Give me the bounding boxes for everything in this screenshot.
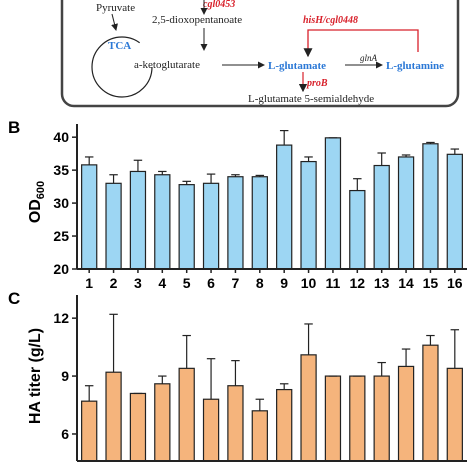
pyruvate-label: Pyruvate	[96, 2, 135, 14]
y-tick-label-b: 20	[53, 261, 69, 277]
dioxopentanoate-label: 2,5-dioxopentanoate	[152, 14, 242, 26]
bar-c	[129, 392, 147, 462]
x-tick-label-b: 13	[374, 275, 390, 291]
y-tick-label-b: 40	[53, 129, 69, 145]
semialdehyde-label: L-glutamate 5-semialdehyde	[248, 93, 374, 105]
bar-b	[422, 143, 439, 270]
gene-glnA-label: glnA	[360, 53, 378, 63]
bar-b	[227, 176, 244, 270]
bar-b	[276, 144, 293, 270]
x-tick-label-b: 12	[350, 275, 366, 291]
bar-c	[349, 375, 366, 462]
pyruvate-arrow	[111, 13, 118, 31]
bar-b	[446, 153, 463, 270]
bar-c	[178, 367, 195, 462]
bar-b	[324, 137, 342, 270]
x-tick-label-b: 16	[447, 275, 463, 291]
bar-c	[81, 400, 98, 462]
y-tick-label-b: 30	[53, 195, 69, 211]
y-tick-label-c: 12	[53, 310, 69, 326]
akg-label: a-ketoglutarate	[134, 59, 200, 71]
bar-b	[105, 182, 122, 270]
y-tick-label-c: 6	[61, 426, 69, 442]
x-tick-label-b: 1	[85, 275, 93, 291]
x-tick-label-b: 6	[207, 275, 215, 291]
bar-c	[300, 354, 317, 462]
x-tick-label-b: 9	[280, 275, 288, 291]
bar-c	[202, 398, 220, 462]
bar-c	[397, 365, 415, 462]
x-tick-label-b: 11	[326, 275, 341, 291]
bar-c	[446, 367, 463, 462]
glutamine-feedback-arrow	[303, 29, 419, 58]
bar-c	[251, 410, 268, 462]
tca-cycle	[91, 36, 153, 98]
bar-b	[300, 160, 317, 270]
ha-titer-chart: C HA titer (g/L) 6 9 12	[8, 289, 467, 462]
l-glutamate-label: L-glutamate	[268, 60, 326, 72]
gene-hisH-label: hisH/cgl0448	[303, 15, 358, 26]
bar-b	[154, 174, 171, 270]
y-tick-label-c: 9	[61, 368, 69, 384]
x-tick-label-b: 5	[183, 275, 191, 291]
bar-b	[373, 164, 390, 270]
bar-b	[129, 170, 147, 270]
bar-b	[202, 182, 220, 270]
x-tick-label-b: 8	[256, 275, 264, 291]
bar-b	[397, 156, 415, 270]
y-tick-label-b: 25	[53, 228, 69, 244]
x-tick-label-b: 3	[134, 275, 142, 291]
gene-proB-label: proB	[306, 78, 328, 89]
tca-label: TCA	[108, 40, 131, 52]
pathway-diagram: Pyruvate cgl0453 2,5-dioxopentanoate his…	[60, 0, 460, 108]
gene-cgl0453-label: cgl0453	[203, 0, 235, 10]
bar-b	[349, 189, 366, 270]
bar-c	[276, 388, 293, 462]
bar-c	[422, 344, 439, 462]
x-tick-label-b: 7	[232, 275, 240, 291]
x-tick-label-b: 14	[398, 275, 414, 291]
bar-c	[324, 375, 342, 462]
bar-c	[227, 385, 244, 462]
x-tick-label-b: 4	[158, 275, 166, 291]
y-tick-label-b: 35	[53, 162, 69, 178]
panel-b-label: B	[8, 118, 20, 137]
l-glutamine-label: L-glutamine	[386, 60, 444, 72]
y-axis-title-c: HA titer (g/L)	[27, 328, 44, 424]
bar-b	[178, 184, 195, 270]
x-tick-label-b: 2	[110, 275, 118, 291]
y-axis-title-b-subscript: 600	[35, 181, 47, 199]
panel-c-label: C	[8, 289, 20, 308]
bar-c	[373, 375, 390, 462]
bar-b	[251, 176, 268, 270]
bar-b	[81, 164, 98, 270]
y-axis-title-b: OD600	[27, 181, 47, 223]
bar-c	[154, 383, 171, 462]
bar-c	[105, 371, 122, 462]
x-tick-label-b: 10	[301, 275, 317, 291]
x-tick-label-b: 15	[423, 275, 439, 291]
pathway-frame	[60, 0, 460, 108]
